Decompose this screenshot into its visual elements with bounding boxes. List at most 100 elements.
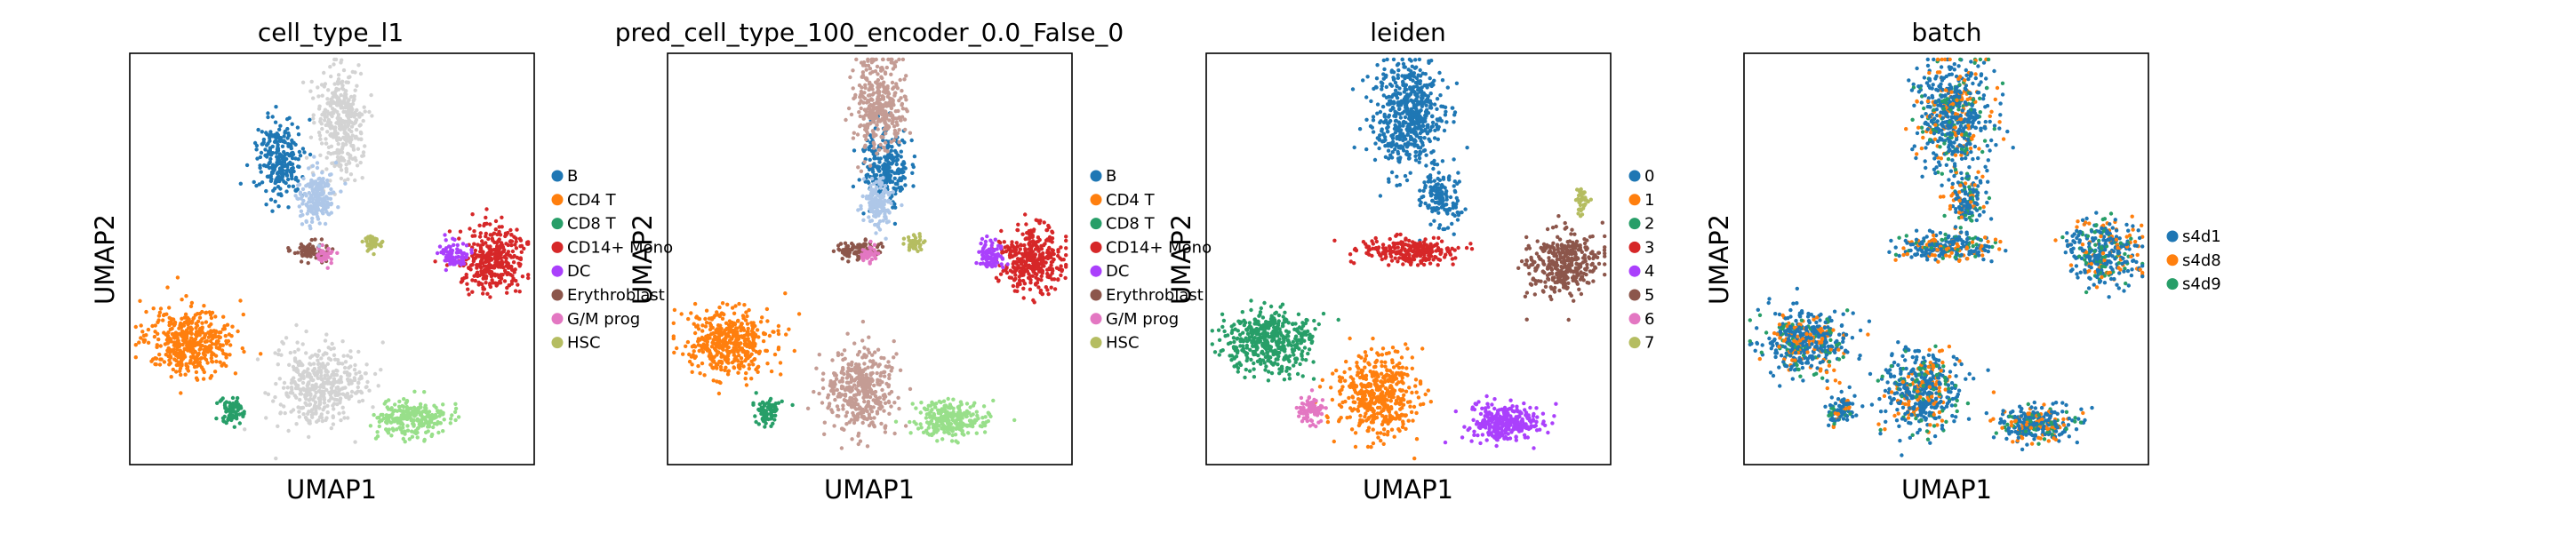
data-point: [866, 59, 870, 63]
data-point: [179, 358, 184, 362]
data-point: [195, 378, 200, 382]
data-point: [871, 118, 876, 123]
data-point: [864, 129, 869, 134]
data-point: [192, 364, 197, 370]
data-point: [316, 396, 321, 401]
legend-marker: [551, 241, 564, 253]
data-point: [297, 149, 302, 155]
data-point: [772, 418, 777, 422]
data-point: [144, 309, 148, 314]
data-point: [231, 410, 236, 414]
data-point: [860, 338, 865, 343]
data-point: [283, 410, 287, 416]
data-point: [894, 82, 899, 86]
data-point: [876, 82, 880, 86]
data-point: [511, 260, 516, 265]
data-point: [405, 428, 411, 433]
data-point: [344, 167, 348, 171]
data-point: [492, 256, 497, 260]
data-point: [322, 401, 327, 405]
data-point: [339, 189, 343, 194]
data-point: [765, 319, 770, 323]
data-point: [851, 68, 855, 73]
data-point: [969, 413, 973, 418]
data-point: [308, 203, 313, 209]
data-point: [805, 406, 811, 410]
data-point: [188, 304, 194, 308]
data-point: [369, 92, 373, 98]
data-point: [189, 336, 194, 340]
data-point: [724, 345, 730, 349]
data-point: [289, 146, 293, 151]
data-point: [752, 357, 756, 362]
data-point: [202, 304, 206, 308]
data-point: [325, 266, 330, 270]
data-point: [1038, 266, 1043, 271]
data-point: [461, 260, 466, 265]
data-point: [365, 379, 370, 385]
data-point: [868, 405, 874, 410]
data-point: [286, 141, 291, 147]
data-point: [963, 423, 967, 427]
data-point: [275, 179, 279, 184]
data-point: [1016, 222, 1020, 227]
data-point: [412, 418, 416, 423]
data-point: [844, 410, 850, 415]
data-point: [308, 362, 313, 367]
data-point: [307, 251, 311, 256]
data-point: [320, 112, 324, 117]
data-point: [213, 329, 219, 333]
data-point: [450, 257, 454, 261]
data-point: [736, 343, 740, 347]
data-point: [410, 434, 415, 439]
data-point: [277, 158, 282, 163]
data-point: [432, 421, 436, 426]
data-point: [860, 248, 865, 252]
data-point: [908, 431, 913, 435]
data-point: [424, 406, 428, 410]
data-point: [292, 357, 298, 362]
data-point: [1029, 244, 1034, 249]
data-point: [1064, 235, 1068, 239]
data-point: [265, 132, 269, 137]
data-point: [872, 173, 876, 178]
data-point: [341, 68, 347, 73]
data-point: [346, 110, 350, 115]
data-point: [894, 120, 899, 124]
data-point: [316, 370, 320, 375]
data-point: [271, 399, 276, 403]
data-point: [354, 158, 358, 163]
data-point: [876, 156, 881, 161]
data-point: [324, 332, 329, 337]
data-point: [990, 241, 995, 245]
data-point: [359, 374, 364, 378]
data-point: [889, 139, 893, 144]
data-point: [878, 177, 883, 181]
data-point: [273, 120, 278, 124]
data-point: [506, 263, 510, 267]
data-point: [899, 155, 903, 159]
data-point: [227, 409, 231, 413]
data-point: [331, 370, 336, 374]
data-point: [395, 416, 399, 420]
data-point: [286, 428, 291, 434]
data-point: [846, 259, 851, 264]
data-point: [792, 348, 796, 354]
data-point: [1063, 275, 1068, 281]
data-point: [268, 179, 274, 183]
data-point: [484, 215, 488, 220]
data-point: [876, 364, 881, 369]
data-point: [509, 233, 514, 237]
data-point: [713, 335, 717, 340]
data-point: [310, 216, 315, 221]
data-point: [285, 126, 290, 131]
data-point: [679, 312, 684, 316]
data-point: [428, 418, 433, 422]
data-point: [230, 414, 235, 418]
data-point: [855, 132, 860, 137]
data-point: [415, 426, 420, 431]
data-point: [324, 351, 329, 356]
data-point: [765, 362, 770, 366]
data-point: [1051, 251, 1055, 257]
data-point: [256, 127, 260, 132]
